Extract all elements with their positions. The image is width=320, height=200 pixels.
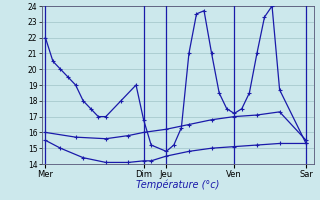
X-axis label: Température (°c): Température (°c) [136, 180, 219, 190]
